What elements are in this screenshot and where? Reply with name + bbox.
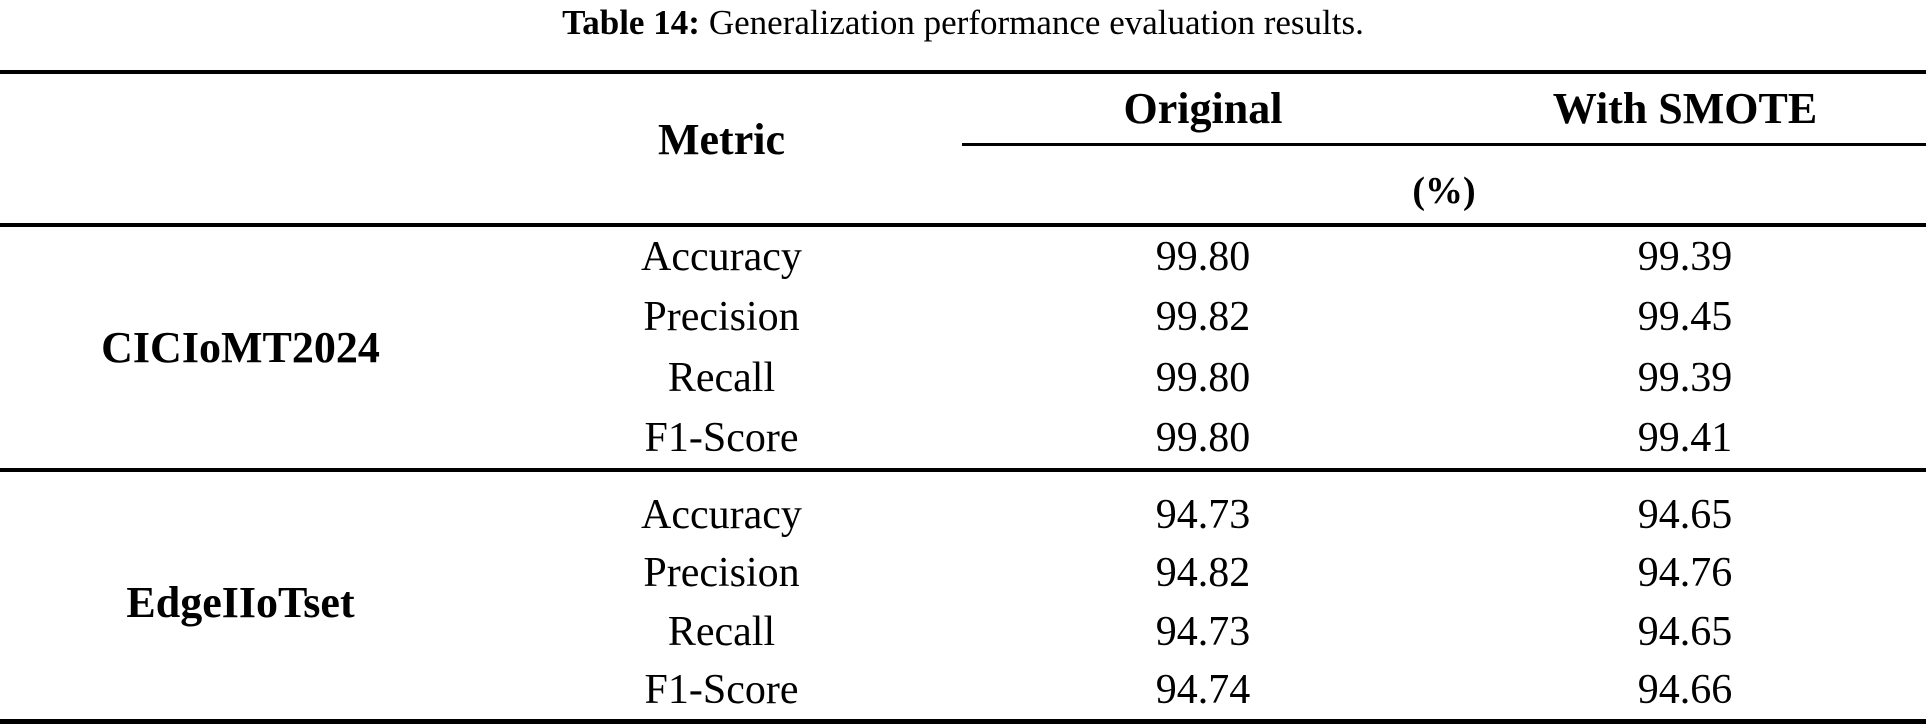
column-header-with-smote: With SMOTE [1552, 84, 1818, 133]
table-caption: Table 14: Generalization performance eva… [0, 0, 1926, 70]
table-caption-label: Table 14: [562, 3, 700, 42]
metric-cell: Precision [643, 550, 800, 597]
smote-value-cell: 94.65 [1637, 608, 1733, 655]
header-partial-rule [962, 143, 1926, 146]
table-bottom-rule [0, 719, 1926, 724]
original-value-cell: 99.80 [1155, 234, 1251, 281]
smote-value-cell: 99.41 [1637, 414, 1733, 461]
table-top-rule [0, 70, 1926, 74]
original-value-cell: 99.80 [1155, 414, 1251, 461]
dataset-section-ciciomt2024: CICIoMT2024 Accuracy 99.80 99.39 Precisi… [0, 227, 1926, 468]
dataset-label: CICIoMT2024 [101, 323, 380, 372]
column-header-unit-percent: (%) [1412, 169, 1476, 212]
metric-cell: F1-Score [644, 666, 799, 713]
original-value-cell: 94.82 [1155, 550, 1251, 597]
metric-cell: Recall [667, 608, 776, 655]
metric-cell: Precision [643, 294, 800, 341]
metric-cell: Accuracy [641, 234, 802, 281]
smote-value-cell: 99.39 [1637, 354, 1733, 401]
metric-cell: Recall [667, 354, 776, 401]
smote-value-cell: 99.45 [1637, 294, 1733, 341]
table-header: Metric Original With SMOTE (%) [0, 74, 1926, 223]
original-value-cell: 94.74 [1155, 666, 1251, 713]
metric-cell: Accuracy [641, 492, 802, 539]
smote-value-cell: 94.66 [1637, 666, 1733, 713]
dataset-section-edgeiiotset: EdgeIIoTset Accuracy 94.73 94.65 Precisi… [0, 472, 1926, 719]
header-bottom-rule [0, 223, 1926, 227]
dataset-label: EdgeIIoTset [126, 578, 355, 627]
original-value-cell: 99.80 [1155, 354, 1251, 401]
original-value-cell: 99.82 [1155, 294, 1251, 341]
table-caption-text: Generalization performance evaluation re… [708, 3, 1364, 42]
column-header-original: Original [1123, 84, 1283, 133]
metric-cell: F1-Score [644, 414, 799, 461]
original-value-cell: 94.73 [1155, 492, 1251, 539]
column-header-metric: Metric [658, 115, 785, 164]
original-value-cell: 94.73 [1155, 608, 1251, 655]
section-divider-rule [0, 468, 1926, 472]
smote-value-cell: 94.76 [1637, 550, 1733, 597]
smote-value-cell: 99.39 [1637, 234, 1733, 281]
smote-value-cell: 94.65 [1637, 492, 1733, 539]
